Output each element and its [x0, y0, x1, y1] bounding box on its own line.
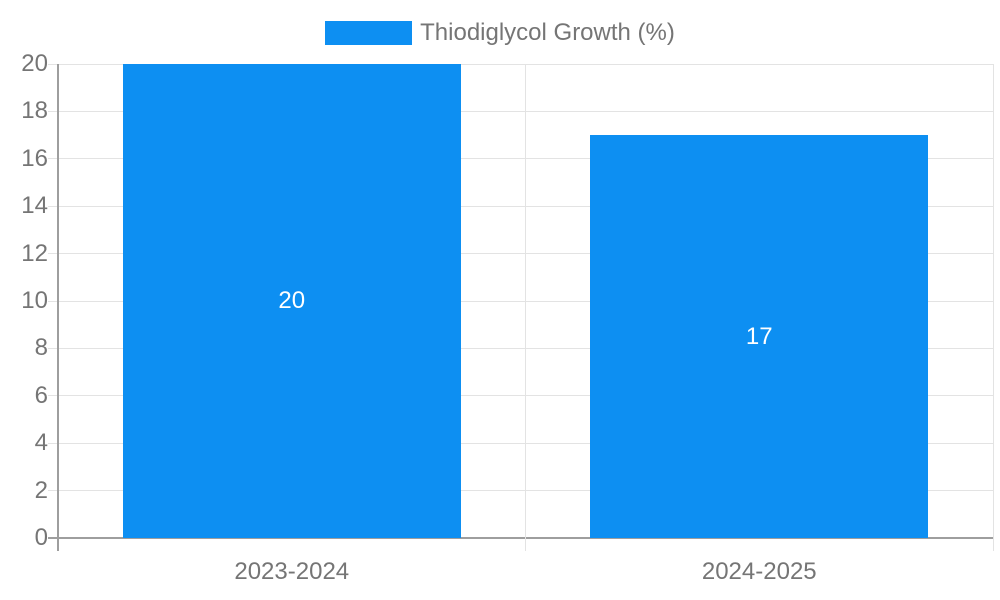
y-tick-label: 14: [21, 192, 48, 220]
legend-item-thiodiglycol-growth[interactable]: Thiodiglycol Growth (%): [325, 19, 675, 47]
legend-swatch: [325, 21, 413, 45]
plot-area: 20 17: [48, 63, 994, 551]
bar-value-label: 20: [278, 287, 306, 314]
y-tick-label: 16: [21, 144, 48, 172]
y-tick-label: 20: [21, 50, 48, 77]
bar-2023-2024: [122, 64, 461, 538]
y-tick-label: 6: [34, 381, 48, 409]
y-axis-line: [57, 64, 59, 551]
y-axis-tick: [48, 63, 58, 65]
y-tick-label: 2: [34, 476, 48, 504]
y-axis-tick: [48, 300, 58, 302]
y-axis-tick: [48, 158, 58, 160]
legend: Thiodiglycol Growth (%): [0, 19, 1000, 47]
x-tick-label: 2024-2025: [701, 558, 817, 585]
y-axis-tick: [48, 205, 58, 207]
y-axis-tick: [48, 442, 58, 444]
y-axis-tick: [48, 347, 58, 349]
y-tick-label: 0: [34, 524, 48, 551]
y-tick-label: 8: [34, 334, 48, 362]
y-axis-tick: [48, 537, 58, 539]
bar-2024-2025: [590, 135, 929, 538]
y-axis-tick: [48, 395, 58, 397]
y-tick-label: 4: [34, 429, 48, 457]
legend-label: Thiodiglycol Growth (%): [420, 19, 675, 46]
y-axis-tick: [48, 490, 58, 492]
y-tick-label: 10: [21, 287, 48, 314]
y-tick-label: 18: [21, 97, 48, 125]
y-axis-tick: [48, 253, 58, 255]
category-boundary-line: [525, 64, 526, 551]
bar-value-label: 17: [745, 322, 773, 350]
x-tick-label: 2023-2024: [234, 558, 350, 585]
y-axis-tick: [48, 110, 58, 112]
category-boundary-line: [992, 64, 994, 551]
y-tick-label: 12: [21, 239, 48, 267]
